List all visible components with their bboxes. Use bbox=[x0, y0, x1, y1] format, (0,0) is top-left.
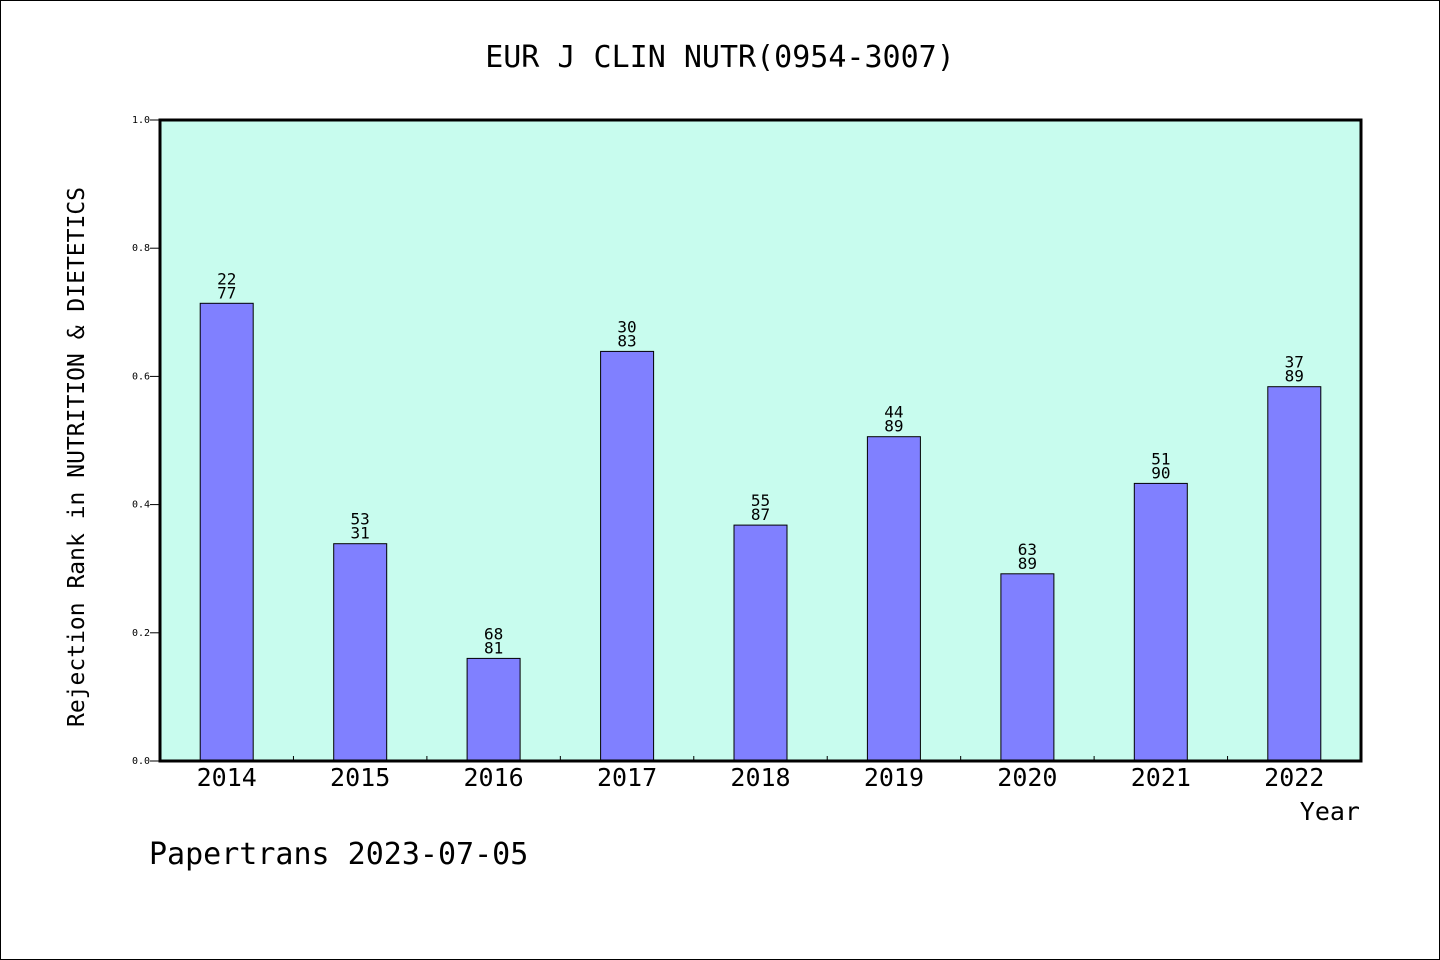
y-tick-label-1.0: 1.0 bbox=[132, 115, 150, 126]
chart-title: EUR J CLIN NUTR(0954-3007) bbox=[485, 40, 955, 75]
y-tick-label-0.4: 0.4 bbox=[132, 500, 150, 511]
footer-text: Papertrans 2023-07-05 bbox=[149, 837, 528, 872]
x-tick-label-2015: 2015 bbox=[330, 763, 390, 792]
bars-group bbox=[199, 302, 1322, 762]
x-tick-label-2022: 2022 bbox=[1264, 763, 1324, 792]
x-ticks-group: 2014 2015 2016 2017 2018 2019 2020 2021 2022 bbox=[197, 756, 1324, 792]
bar-label-bottom-2021: 90 bbox=[1151, 463, 1170, 482]
y-tick-label-0.6: 0.6 bbox=[132, 371, 150, 382]
x-tick-label-2021: 2021 bbox=[1131, 763, 1191, 792]
bar-label-bottom-2016: 81 bbox=[484, 638, 503, 657]
bar-label-bottom-2018: 87 bbox=[751, 505, 770, 524]
plot-border bbox=[158, 118, 1363, 763]
bar-label-bottom-2014: 77 bbox=[217, 283, 236, 302]
bar-label-top-2015: 53 bbox=[351, 510, 370, 529]
bar-label-bottom-2020: 89 bbox=[1018, 554, 1037, 573]
bar-label-bottom-2017: 83 bbox=[617, 331, 636, 350]
x-tick-label-2016: 2016 bbox=[464, 763, 524, 792]
bar-2018 bbox=[733, 524, 788, 762]
bar-label-top-2020: 63 bbox=[1018, 540, 1037, 559]
y-tick-label-0.0: 0.0 bbox=[132, 756, 150, 767]
y-tick-label-0.2: 0.2 bbox=[132, 628, 150, 639]
x-tick-label-2018: 2018 bbox=[730, 763, 790, 792]
bar-2021 bbox=[1133, 482, 1188, 762]
bar-label-top-2019: 44 bbox=[884, 403, 903, 422]
bar-2016 bbox=[466, 657, 521, 762]
bar-2017 bbox=[600, 350, 655, 762]
bar-label-bottom-2019: 89 bbox=[884, 417, 903, 436]
x-axis-label: Year bbox=[1300, 797, 1360, 826]
y-ticks-group: 0.0 0.2 0.4 0.6 0.8 1.0 bbox=[132, 115, 160, 767]
bar-label-top-2014: 22 bbox=[217, 269, 236, 288]
y-tick-label-0.8: 0.8 bbox=[132, 243, 150, 254]
bar-label-top-2016: 68 bbox=[484, 624, 503, 643]
bar-label-top-2022: 37 bbox=[1285, 353, 1304, 372]
bar-label-top-2018: 55 bbox=[751, 491, 770, 510]
bar-2019 bbox=[866, 436, 921, 762]
bar-label-bottom-2015: 31 bbox=[351, 524, 370, 543]
bar-2020 bbox=[1000, 573, 1055, 762]
x-tick-label-2020: 2020 bbox=[997, 763, 1057, 792]
x-tick-label-2017: 2017 bbox=[597, 763, 657, 792]
x-tick-label-2014: 2014 bbox=[197, 763, 257, 792]
bar-label-top-2017: 30 bbox=[617, 317, 636, 336]
x-tick-label-2019: 2019 bbox=[864, 763, 924, 792]
bar-label-bottom-2022: 89 bbox=[1285, 367, 1304, 386]
bar-label-top-2021: 51 bbox=[1151, 449, 1170, 468]
y-axis-label: Rejection Rank in NUTRITION & DIETETICS bbox=[64, 187, 90, 727]
bar-2014 bbox=[199, 302, 254, 762]
bar-2022 bbox=[1267, 386, 1322, 762]
bar-2015 bbox=[333, 543, 388, 762]
